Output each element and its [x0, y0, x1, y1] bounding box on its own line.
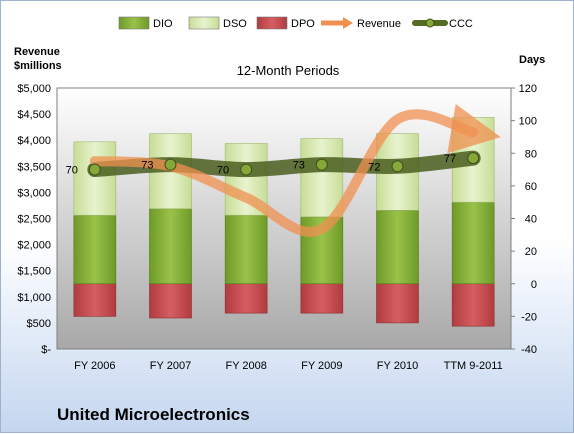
- right-tick-label: 20: [525, 246, 537, 258]
- dio-bar: [149, 208, 192, 285]
- right-tick-label: 60: [525, 181, 537, 193]
- legend-label: DSO: [223, 18, 247, 30]
- left-tick-label: $500: [27, 318, 51, 330]
- left-tick-label: $-: [41, 344, 51, 356]
- left-tick-label: $2,500: [17, 214, 51, 226]
- right-tick-label: 0: [531, 279, 537, 291]
- left-axis-title: Revenue $millions: [14, 45, 62, 73]
- legend-revenue-arrowhead: [343, 17, 353, 29]
- right-tick-label: 80: [525, 148, 537, 160]
- ccc-data-label: 73: [141, 160, 153, 172]
- legend-label: DIO: [153, 18, 173, 30]
- left-tick-label: $3,000: [17, 187, 51, 199]
- legend-dso-swatch: [188, 16, 220, 30]
- right-axis-ticks: -40 -20 0 20 40 60 80 100 120: [511, 83, 537, 356]
- left-axis-title-line1: Revenue: [14, 46, 60, 58]
- ccc-point: [240, 163, 253, 176]
- right-axis-title: Days: [519, 54, 546, 66]
- right-tick-label: 40: [525, 214, 537, 226]
- x-tick-label: FY 2010: [377, 360, 418, 372]
- ccc-point: [467, 152, 480, 165]
- dpo-bar: [73, 283, 117, 317]
- x-tick-label: FY 2008: [225, 360, 266, 372]
- chart-title: 12-Month Periods: [236, 63, 340, 78]
- legend-dio-swatch: [118, 16, 150, 30]
- right-tick-label: -20: [521, 311, 537, 323]
- x-axis-ticks: FY 2006 FY 2007 FY 2008 FY 2009 FY 2010 TTM 9…: [74, 360, 503, 372]
- left-tick-label: $1,000: [17, 292, 51, 304]
- dio-bar: [376, 210, 419, 285]
- ccc-data-label: 72: [368, 161, 380, 173]
- company-name: United Microelectronics: [57, 405, 250, 424]
- right-tick-label: 100: [519, 116, 537, 128]
- dio-bar: [451, 201, 495, 285]
- right-tick-label: -40: [521, 344, 537, 356]
- legend: DIO DSO DPO Revenue CCC: [118, 16, 473, 30]
- right-tick-label: 120: [519, 83, 537, 95]
- legend-label: CCC: [449, 18, 473, 30]
- legend-ccc-marker: [425, 18, 435, 28]
- left-tick-label: $4,500: [17, 109, 51, 121]
- x-tick-label: FY 2009: [301, 360, 342, 372]
- x-tick-label: TTM 9-2011: [444, 360, 503, 372]
- dso-bar: [300, 138, 344, 218]
- left-axis-ticks: $- $500 $1,000 $1,500 $2,000 $2,500 $3,000 $3,5…: [17, 83, 51, 356]
- left-tick-label: $3,500: [17, 161, 51, 173]
- left-tick-label: $1,500: [17, 266, 51, 278]
- legend-label: DPO: [291, 18, 315, 30]
- left-tick-label: $2,000: [17, 240, 51, 252]
- left-axis-title-line2: $millions: [14, 60, 62, 72]
- dpo-bar: [451, 283, 495, 327]
- ccc-data-label: 77: [444, 153, 456, 165]
- dpo-bar: [376, 283, 419, 324]
- dio-bar: [73, 214, 117, 285]
- ccc-data-label: 70: [217, 165, 229, 177]
- dpo-bar: [224, 283, 268, 314]
- left-tick-label: $5,000: [17, 83, 51, 95]
- x-tick-label: FY 2007: [150, 360, 191, 372]
- ccc-data-label: 70: [66, 165, 78, 177]
- line-series: 70 73 70 73 72 77: [66, 103, 501, 237]
- dio-bar: [224, 214, 268, 285]
- ccc-point: [315, 158, 328, 171]
- dso-bar: [73, 141, 117, 216]
- ccc-point: [164, 158, 177, 171]
- ccc-point: [88, 163, 101, 176]
- left-tick-label: $4,000: [17, 135, 51, 147]
- legend-label: Revenue: [357, 18, 401, 30]
- x-tick-label: FY 2006: [74, 360, 115, 372]
- legend-dpo-swatch: [256, 16, 288, 30]
- ccc-data-label: 73: [293, 160, 305, 172]
- dpo-bar: [300, 283, 344, 314]
- ccc-point: [391, 160, 404, 173]
- dpo-bar: [149, 283, 192, 319]
